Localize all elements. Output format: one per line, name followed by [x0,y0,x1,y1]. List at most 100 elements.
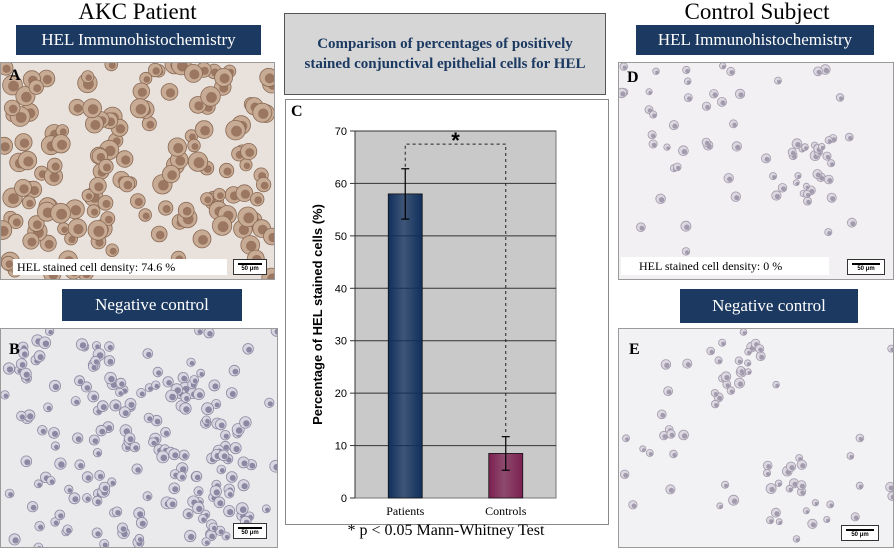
cell-nucleus [139,520,146,527]
cell-nucleus [196,392,203,399]
y-axis-label: Percentage of HEL stained cells (%) [310,204,325,425]
cell-nucleus [823,67,829,74]
cell-nucleus [204,196,212,204]
cell-nucleus [747,370,751,375]
chart-title: Comparison of percentages of positively … [304,36,586,72]
panel-a-density-text: HEL stained cell density: 74.6 % [13,259,227,275]
cell-nucleus [806,193,810,197]
cell-nucleus [739,369,744,374]
cell-nucleus [120,526,127,532]
cell-nucleus [850,221,856,227]
cell-nucleus [137,537,143,542]
cell-nucleus [58,461,65,468]
cell-nucleus [795,538,800,542]
bar-controls [488,453,524,499]
panel-a-scale-text: 50 μm [241,266,259,272]
cell-nucleus [704,140,710,146]
cell-nucleus [725,383,730,388]
cell-nucleus [93,359,99,365]
cell-nucleus [139,391,145,397]
cell-nucleus [658,197,665,203]
cell-nucleus [97,473,104,480]
cell-nucleus [774,193,780,200]
cell-nucleus [676,165,681,170]
cell-nucleus [154,383,160,389]
cell-nucleus [759,354,765,360]
cell-nucleus [74,399,80,405]
cell-nucleus [90,120,101,130]
cell-nucleus [46,405,52,411]
cell-nucleus [84,385,91,391]
cell-nucleus [731,498,738,504]
significance-footnote: * p < 0.05 Mann-Whitney Test [347,522,545,539]
micrograph-panel-d: D HEL stained cell density: 0 % 50 μm [618,62,894,280]
cell-nucleus [113,403,120,410]
panel-d-density-text: HEL stained cell density: 0 % [621,257,829,275]
panel-e-scalebar: 50 μm [841,525,879,541]
cell-nucleus [58,513,64,519]
cell-nucleus [109,247,117,255]
cell-nucleus [789,465,795,471]
cell-nucleus [655,70,659,75]
cell-nucleus [72,496,79,503]
cell-nucleus [229,475,236,481]
cell-nucleus [186,512,192,518]
cell-nucleus [42,340,50,347]
cell-nucleus [173,143,184,154]
y-tick-label: 50 [335,231,347,243]
cell-nucleus [766,464,772,469]
cell-nucleus [156,370,162,376]
cell-nucleus [106,425,113,432]
cell-nucleus [95,344,100,349]
cell-nucleus [8,492,13,497]
cell-nucleus [165,88,176,98]
panel-e-scale-text: 50 μm [851,532,869,538]
significance-marker: * [451,128,460,153]
cell-nucleus [95,499,101,505]
cell-nucleus [241,460,248,467]
cell-nucleus [218,422,225,429]
cell-nucleus [223,167,232,176]
cell-nucleus [737,381,744,387]
panel-b-letter: B [9,341,20,358]
x-tick-label: Controls [485,504,527,518]
cell-nucleus [724,483,729,488]
cell-nucleus [758,347,763,353]
cell-nucleus [815,172,821,178]
cell-nucleus [169,501,176,508]
cell-nucleus [652,113,657,118]
cell-nucleus [19,138,30,148]
cell-nucleus [61,226,68,233]
cell-nucleus [191,143,199,150]
x-tick-label: Patients [386,504,424,518]
cell-nucleus [233,446,240,453]
cell-nucleus [172,486,179,493]
cell-nucleus [211,525,217,531]
cell-nucleus [227,509,234,516]
cell-nucleus [267,401,273,407]
cell-nucleus [205,406,212,413]
cell-nucleus [853,515,859,521]
cell-nucleus [631,503,637,509]
panel-b-scalebar: 50 μm [233,523,267,539]
cell-nucleus [829,503,834,508]
cell-nucleus [734,195,740,201]
cell-nucleus [200,125,211,136]
cell-nucleus [115,510,121,516]
cell-nucleus [151,440,157,446]
cell-nucleus [888,485,893,491]
cell-nucleus [260,181,269,190]
cell-nucleus [623,472,629,478]
y-tick-label: 60 [335,178,347,190]
cell-nucleus [137,511,144,518]
cell-nucleus [732,122,737,127]
cell-nucleus [68,235,76,244]
cell-nucleus [102,542,108,547]
cell-nucleus [735,144,741,150]
cell-nucleus [194,474,201,481]
cell-nucleus [209,533,216,540]
cell-nucleus [774,511,780,517]
cell-nucleus [249,462,256,469]
cell-nucleus [1,142,10,152]
cell-nucleus [639,225,645,231]
